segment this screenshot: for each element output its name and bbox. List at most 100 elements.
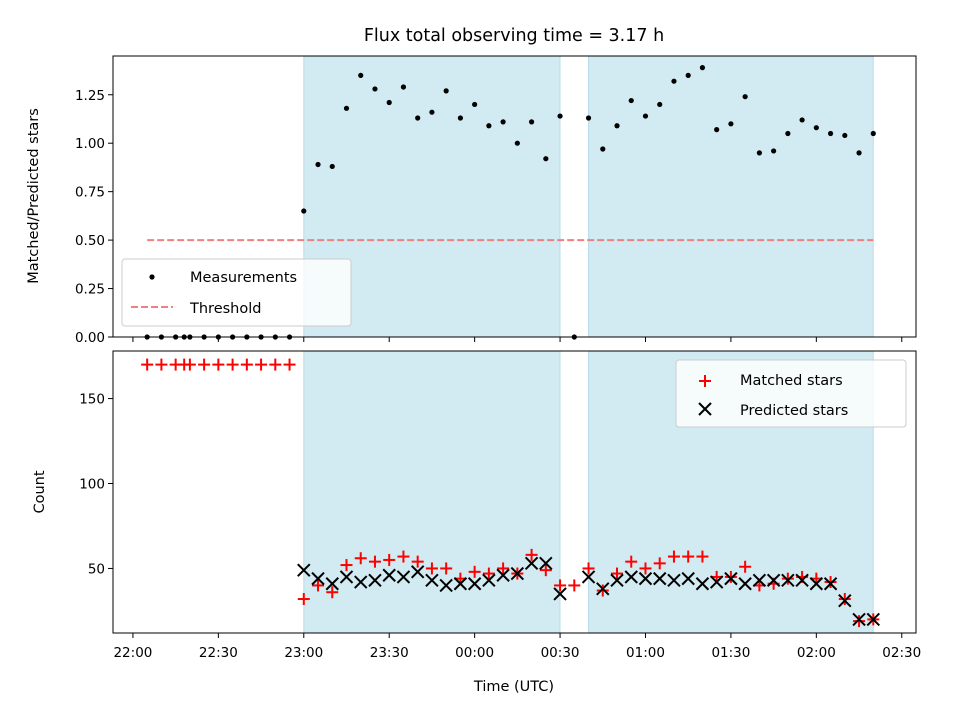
top-measurement-point: [329, 163, 335, 170]
bottom-predicted-point: [425, 573, 439, 588]
bottom-predicted-point: [539, 556, 553, 571]
bottom-axes-frame: [112, 350, 917, 634]
bottom-matched-point: [582, 562, 595, 575]
bottom-xtick-label: 00:30: [541, 645, 580, 661]
bottom-panel: 50 100 150 22:00 22:30 23:00 23:30 00:00 00:30 0…: [32, 350, 921, 695]
legend-predicted-marker: [698, 402, 712, 416]
top-measurement-point: [443, 88, 449, 94]
bottom-xtick-label: 00:00: [455, 645, 494, 661]
bottom-matched-point: [682, 550, 695, 563]
bottom-predicted-point: [823, 577, 838, 591]
x-axis-label: Time (UTC): [473, 679, 554, 695]
legend-predicted-label: Predicted stars: [740, 403, 848, 419]
bottom-matched-point: [838, 593, 851, 606]
bottom-x-ticks: 22:00 22:30 23:00 23:30 00:00 00:30 01:00 01:30…: [113, 633, 921, 661]
top-measurement-point: [343, 105, 350, 111]
bottom-predicted-point: [453, 577, 468, 591]
top-measurement-point: [514, 140, 520, 146]
bottom-matched-point: [639, 562, 652, 575]
top-measurement-point: [415, 115, 421, 121]
bottom-matched-point: [440, 562, 453, 575]
top-ytick-label: 1.00: [75, 136, 105, 152]
bottom-matched-point: [383, 553, 396, 566]
bottom-matched-point: [696, 550, 709, 563]
top-measurement-point: [600, 146, 606, 152]
bottom-matched-point: [183, 358, 196, 371]
legend-measurements-marker: [149, 274, 155, 280]
chart-title: Flux total observing time = 3.17 h: [364, 26, 664, 46]
bottom-predicted-point: [439, 578, 453, 593]
bottom-matched-point: [781, 572, 794, 585]
top-measurement-point: [785, 130, 791, 137]
bottom-legend: Matched stars Predicted stars: [675, 359, 907, 428]
bottom-predicted-point: [752, 573, 767, 588]
top-measurement-point: [671, 78, 677, 84]
bottom-predicted-point: [681, 571, 695, 586]
bottom-matched-point: [226, 358, 239, 371]
bottom-plot-area: [141, 358, 880, 628]
top-measurement-point: [528, 119, 535, 125]
bottom-xtick-label: 01:00: [626, 645, 665, 661]
top-measurement-point: [301, 208, 307, 214]
bottom-predicted-point: [695, 577, 710, 591]
bottom-predicted-point: [510, 566, 525, 581]
bottom-matched-point: [525, 548, 538, 561]
bottom-matched-point: [255, 358, 268, 371]
legend-measurements-label: Measurements: [190, 270, 297, 286]
top-measurement-point: [827, 130, 834, 137]
bottom-predicted-point: [866, 612, 880, 627]
bottom-xtick-label: 22:30: [199, 645, 238, 661]
bottom-predicted-point: [496, 568, 510, 582]
top-measurement-point: [486, 123, 492, 129]
top-y-axis-label: Matched/Predicted stars: [26, 108, 42, 284]
bottom-matched-point: [482, 567, 495, 580]
bottom-shade: [303, 350, 561, 634]
top-measurement-point: [614, 123, 620, 129]
bottom-matched-point: [312, 579, 325, 592]
bottom-xtick-label: 23:00: [284, 645, 323, 661]
top-measurement-point: [813, 125, 819, 131]
top-measurement-point: [714, 127, 720, 133]
top-measurement-point: [657, 101, 663, 108]
top-measurement-point: [771, 148, 777, 154]
legend-matched-label: Matched stars: [740, 373, 843, 389]
top-legend-box: [121, 258, 352, 327]
bottom-predicted-point: [795, 573, 809, 588]
top-measurement-point: [386, 99, 392, 106]
top-ytick-label: 0.00: [75, 330, 105, 346]
bottom-predicted-point: [766, 573, 781, 588]
bottom-ytick-label: 150: [79, 392, 105, 408]
bottom-y-ticks: 50 100 150: [79, 392, 113, 577]
bottom-matched-point: [425, 562, 438, 575]
top-measurement-point: [756, 150, 762, 156]
bottom-xtick-label: 23:30: [370, 645, 409, 661]
top-measurement-point: [856, 150, 862, 156]
bottom-matched-point: [411, 555, 424, 568]
bottom-predicted-point: [610, 573, 624, 588]
bottom-matched-point: [611, 567, 624, 580]
bottom-predicted-point: [396, 570, 411, 584]
top-measurement-point: [642, 113, 649, 119]
bottom-matched-point: [397, 550, 410, 563]
bottom-predicted-point: [667, 573, 681, 588]
top-measurement-point: [842, 132, 848, 139]
bottom-matched-point: [653, 557, 666, 570]
top-panel: 0.00 0.25 0.50 0.75 1.00 1.25 Matched/Predict…: [26, 55, 917, 346]
top-measurement-point: [728, 121, 734, 127]
bottom-predicted-point: [638, 571, 653, 586]
bottom-predicted-point: [339, 570, 354, 584]
bottom-predicted-point: [325, 577, 339, 591]
bottom-predicted-point: [738, 577, 752, 591]
top-measurement-point: [685, 72, 691, 78]
bottom-predicted-point: [354, 575, 368, 589]
bottom-xtick-label: 02:00: [797, 645, 836, 661]
top-ytick-label: 0.25: [75, 282, 105, 298]
top-measurement-point: [799, 117, 805, 123]
bottom-predicted-point: [297, 563, 311, 577]
bottom-matched-point: [340, 559, 353, 572]
bottom-matched-point: [667, 550, 680, 563]
bottom-predicted-point: [581, 570, 596, 584]
bottom-matched-point: [326, 586, 339, 599]
bottom-matched-point: [155, 358, 168, 371]
